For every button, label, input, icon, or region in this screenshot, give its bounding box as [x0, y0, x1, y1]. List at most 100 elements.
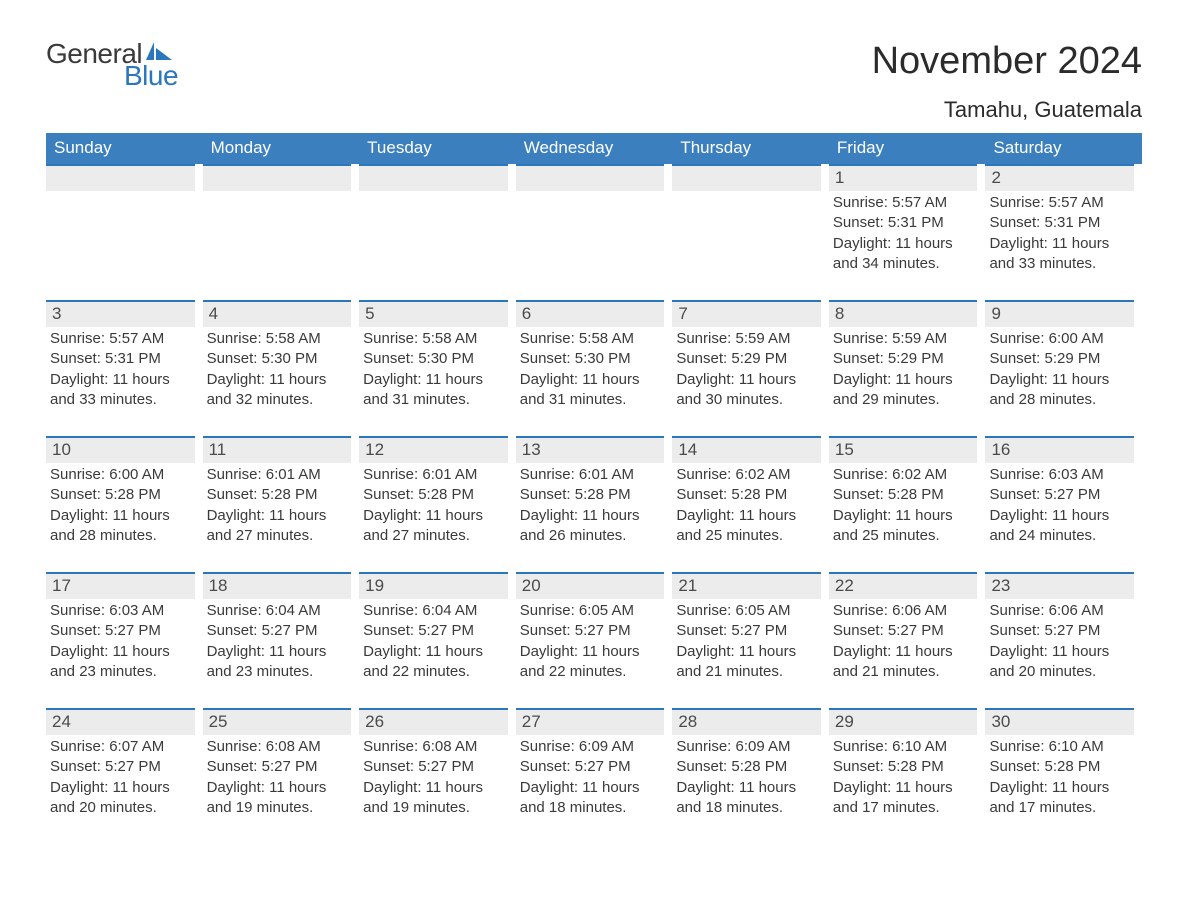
calendar-day-cell: 19Sunrise: 6:04 AMSunset: 5:27 PMDayligh… — [359, 572, 516, 682]
calendar-day-cell: 7Sunrise: 5:59 AMSunset: 5:29 PMDaylight… — [672, 300, 829, 410]
day-number: 9 — [985, 300, 1134, 327]
sunset-text: Sunset: 5:27 PM — [207, 757, 348, 777]
calendar-day-cell: 29Sunrise: 6:10 AMSunset: 5:28 PMDayligh… — [829, 708, 986, 818]
day-number: 13 — [516, 436, 665, 463]
day-body: Sunrise: 6:04 AMSunset: 5:27 PMDaylight:… — [359, 599, 508, 682]
sunset-text: Sunset: 5:27 PM — [989, 621, 1130, 641]
calendar-day-cell: 16Sunrise: 6:03 AMSunset: 5:27 PMDayligh… — [985, 436, 1142, 546]
day-body: Sunrise: 6:03 AMSunset: 5:27 PMDaylight:… — [985, 463, 1134, 546]
sunset-text: Sunset: 5:28 PM — [676, 757, 817, 777]
sunset-text: Sunset: 5:27 PM — [50, 621, 191, 641]
sunrise-text: Sunrise: 6:03 AM — [989, 465, 1130, 485]
calendar-header-monday: Monday — [203, 133, 360, 164]
day-body: Sunrise: 5:57 AMSunset: 5:31 PMDaylight:… — [985, 191, 1134, 274]
day-body: Sunrise: 5:57 AMSunset: 5:31 PMDaylight:… — [46, 327, 195, 410]
calendar-day-cell — [46, 164, 203, 274]
sunrise-text: Sunrise: 6:01 AM — [207, 465, 348, 485]
day-number: 25 — [203, 708, 352, 735]
sunrise-text: Sunrise: 5:58 AM — [520, 329, 661, 349]
day-number: 23 — [985, 572, 1134, 599]
day-number: 4 — [203, 300, 352, 327]
day-body: Sunrise: 6:01 AMSunset: 5:28 PMDaylight:… — [516, 463, 665, 546]
calendar-day-cell: 1Sunrise: 5:57 AMSunset: 5:31 PMDaylight… — [829, 164, 986, 274]
daylight-text: Daylight: 11 hours and 25 minutes. — [833, 506, 974, 547]
daylight-text: Daylight: 11 hours and 32 minutes. — [207, 370, 348, 411]
day-number: 22 — [829, 572, 978, 599]
day-number: 26 — [359, 708, 508, 735]
calendar-day-cell: 20Sunrise: 6:05 AMSunset: 5:27 PMDayligh… — [516, 572, 673, 682]
sunset-text: Sunset: 5:29 PM — [676, 349, 817, 369]
sunset-text: Sunset: 5:27 PM — [989, 485, 1130, 505]
day-number: 3 — [46, 300, 195, 327]
page-header: General Blue November 2024 Tamahu, Guate… — [46, 40, 1142, 123]
day-number — [359, 164, 508, 191]
sunrise-text: Sunrise: 6:09 AM — [520, 737, 661, 757]
daylight-text: Daylight: 11 hours and 18 minutes. — [676, 778, 817, 819]
calendar-day-cell: 11Sunrise: 6:01 AMSunset: 5:28 PMDayligh… — [203, 436, 360, 546]
sunset-text: Sunset: 5:30 PM — [363, 349, 504, 369]
day-body: Sunrise: 5:58 AMSunset: 5:30 PMDaylight:… — [359, 327, 508, 410]
day-body: Sunrise: 6:09 AMSunset: 5:27 PMDaylight:… — [516, 735, 665, 818]
day-body: Sunrise: 6:01 AMSunset: 5:28 PMDaylight:… — [359, 463, 508, 546]
sunrise-text: Sunrise: 6:10 AM — [989, 737, 1130, 757]
calendar-day-cell — [516, 164, 673, 274]
day-number — [672, 164, 821, 191]
page-subtitle: Tamahu, Guatemala — [872, 97, 1142, 123]
day-body: Sunrise: 6:10 AMSunset: 5:28 PMDaylight:… — [985, 735, 1134, 818]
sunrise-text: Sunrise: 6:05 AM — [676, 601, 817, 621]
day-body: Sunrise: 5:57 AMSunset: 5:31 PMDaylight:… — [829, 191, 978, 274]
day-body: Sunrise: 6:07 AMSunset: 5:27 PMDaylight:… — [46, 735, 195, 818]
daylight-text: Daylight: 11 hours and 20 minutes. — [989, 642, 1130, 683]
daylight-text: Daylight: 11 hours and 22 minutes. — [363, 642, 504, 683]
day-number: 21 — [672, 572, 821, 599]
day-number: 20 — [516, 572, 665, 599]
day-number: 18 — [203, 572, 352, 599]
day-body: Sunrise: 6:03 AMSunset: 5:27 PMDaylight:… — [46, 599, 195, 682]
daylight-text: Daylight: 11 hours and 19 minutes. — [207, 778, 348, 819]
sunrise-text: Sunrise: 6:10 AM — [833, 737, 974, 757]
daylight-text: Daylight: 11 hours and 26 minutes. — [520, 506, 661, 547]
sunset-text: Sunset: 5:27 PM — [676, 621, 817, 641]
daylight-text: Daylight: 11 hours and 33 minutes. — [989, 234, 1130, 275]
calendar-day-cell: 10Sunrise: 6:00 AMSunset: 5:28 PMDayligh… — [46, 436, 203, 546]
day-number: 15 — [829, 436, 978, 463]
calendar-day-cell: 6Sunrise: 5:58 AMSunset: 5:30 PMDaylight… — [516, 300, 673, 410]
sunset-text: Sunset: 5:28 PM — [363, 485, 504, 505]
day-body: Sunrise: 6:10 AMSunset: 5:28 PMDaylight:… — [829, 735, 978, 818]
sunset-text: Sunset: 5:29 PM — [989, 349, 1130, 369]
daylight-text: Daylight: 11 hours and 28 minutes. — [50, 506, 191, 547]
sunrise-text: Sunrise: 6:04 AM — [363, 601, 504, 621]
calendar-day-cell: 12Sunrise: 6:01 AMSunset: 5:28 PMDayligh… — [359, 436, 516, 546]
daylight-text: Daylight: 11 hours and 33 minutes. — [50, 370, 191, 411]
day-body: Sunrise: 5:59 AMSunset: 5:29 PMDaylight:… — [672, 327, 821, 410]
sunset-text: Sunset: 5:31 PM — [50, 349, 191, 369]
sunrise-text: Sunrise: 5:59 AM — [833, 329, 974, 349]
sunset-text: Sunset: 5:28 PM — [207, 485, 348, 505]
calendar-day-cell: 2Sunrise: 5:57 AMSunset: 5:31 PMDaylight… — [985, 164, 1142, 274]
sunset-text: Sunset: 5:29 PM — [833, 349, 974, 369]
daylight-text: Daylight: 11 hours and 17 minutes. — [989, 778, 1130, 819]
day-body: Sunrise: 6:05 AMSunset: 5:27 PMDaylight:… — [672, 599, 821, 682]
logo: General Blue — [46, 40, 178, 90]
daylight-text: Daylight: 11 hours and 18 minutes. — [520, 778, 661, 819]
daylight-text: Daylight: 11 hours and 28 minutes. — [989, 370, 1130, 411]
calendar-week: 3Sunrise: 5:57 AMSunset: 5:31 PMDaylight… — [46, 300, 1142, 410]
daylight-text: Daylight: 11 hours and 21 minutes. — [676, 642, 817, 683]
daylight-text: Daylight: 11 hours and 17 minutes. — [833, 778, 974, 819]
calendar-day-cell: 27Sunrise: 6:09 AMSunset: 5:27 PMDayligh… — [516, 708, 673, 818]
daylight-text: Daylight: 11 hours and 31 minutes. — [363, 370, 504, 411]
day-number: 6 — [516, 300, 665, 327]
sunrise-text: Sunrise: 6:01 AM — [520, 465, 661, 485]
sunset-text: Sunset: 5:27 PM — [207, 621, 348, 641]
calendar-day-cell: 21Sunrise: 6:05 AMSunset: 5:27 PMDayligh… — [672, 572, 829, 682]
calendar-header-sunday: Sunday — [46, 133, 203, 164]
day-body: Sunrise: 6:04 AMSunset: 5:27 PMDaylight:… — [203, 599, 352, 682]
sunset-text: Sunset: 5:30 PM — [207, 349, 348, 369]
sunrise-text: Sunrise: 6:02 AM — [676, 465, 817, 485]
daylight-text: Daylight: 11 hours and 34 minutes. — [833, 234, 974, 275]
calendar: SundayMondayTuesdayWednesdayThursdayFrid… — [46, 133, 1142, 818]
daylight-text: Daylight: 11 hours and 29 minutes. — [833, 370, 974, 411]
sunset-text: Sunset: 5:28 PM — [833, 485, 974, 505]
calendar-day-cell: 3Sunrise: 5:57 AMSunset: 5:31 PMDaylight… — [46, 300, 203, 410]
day-number: 12 — [359, 436, 508, 463]
